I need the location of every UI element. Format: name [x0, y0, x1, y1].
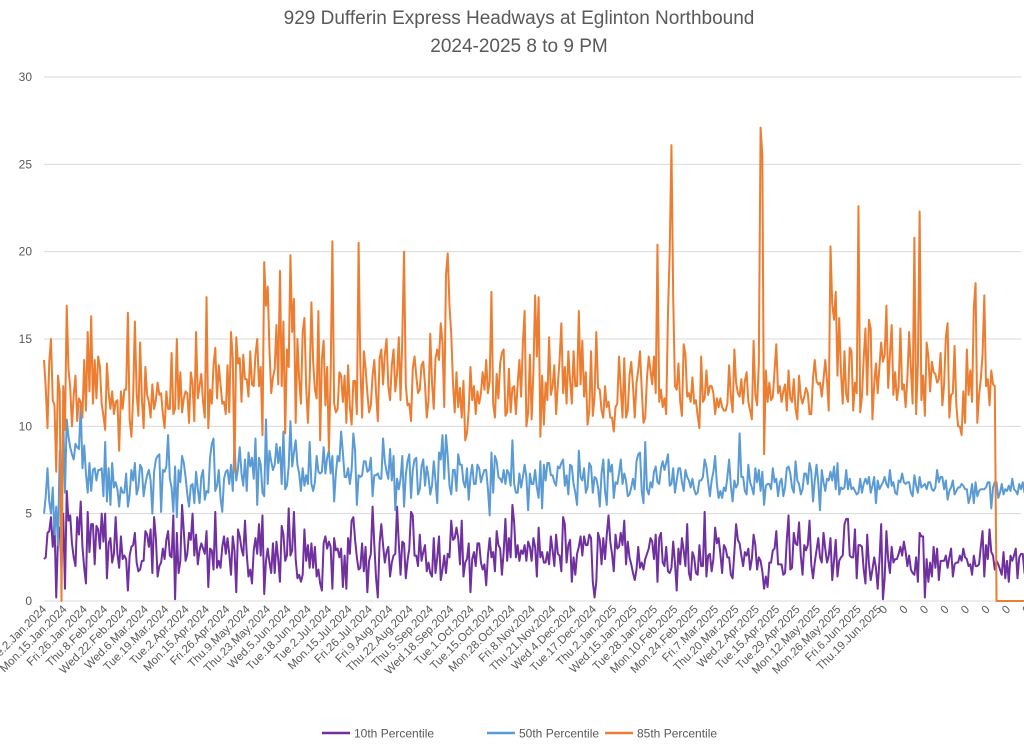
y-tick-label: 25 [19, 157, 33, 171]
x-tick-label: 0 [918, 604, 931, 617]
y-tick-label: 15 [19, 332, 33, 346]
x-tick-label: 0 [1000, 604, 1013, 617]
y-tick-label: 5 [25, 507, 32, 521]
y-tick-label: 30 [19, 70, 33, 84]
legend-label-2: 50th Percentile [519, 727, 599, 741]
x-tick-label: 0 [959, 604, 972, 617]
x-tick-label: 0 [898, 604, 911, 617]
series-line-3 [43, 126, 1024, 602]
x-axis-ticks: Tue.2.Jan.2024Mon.15.Jan.2024Fri.26.Jan.… [0, 603, 1024, 677]
series-line-2 [43, 404, 1024, 547]
chart-title-line-1: 929 Dufferin Express Headways at Eglinto… [284, 8, 755, 29]
legend-label-1: 10th Percentile [354, 727, 434, 741]
y-tick-label: 20 [19, 245, 33, 259]
x-tick-label: 0 [939, 604, 952, 617]
legend: 10th Percentile 50th Percentile 85th Perce… [322, 727, 717, 741]
y-tick-label: 0 [25, 594, 32, 608]
series-lines [43, 126, 1024, 602]
series-line-1 [43, 489, 1024, 601]
gridlines [44, 76, 1021, 602]
x-tick-label: 0 [1021, 604, 1024, 617]
y-tick-label: 10 [19, 419, 33, 433]
y-axis-ticks: 0 5 10 15 20 25 30 [19, 70, 33, 608]
chart-title-line-2: 2024-2025 8 to 9 PM [430, 36, 607, 57]
legend-label-3: 85th Percentile [637, 727, 717, 741]
x-tick-label: 0 [980, 604, 993, 617]
